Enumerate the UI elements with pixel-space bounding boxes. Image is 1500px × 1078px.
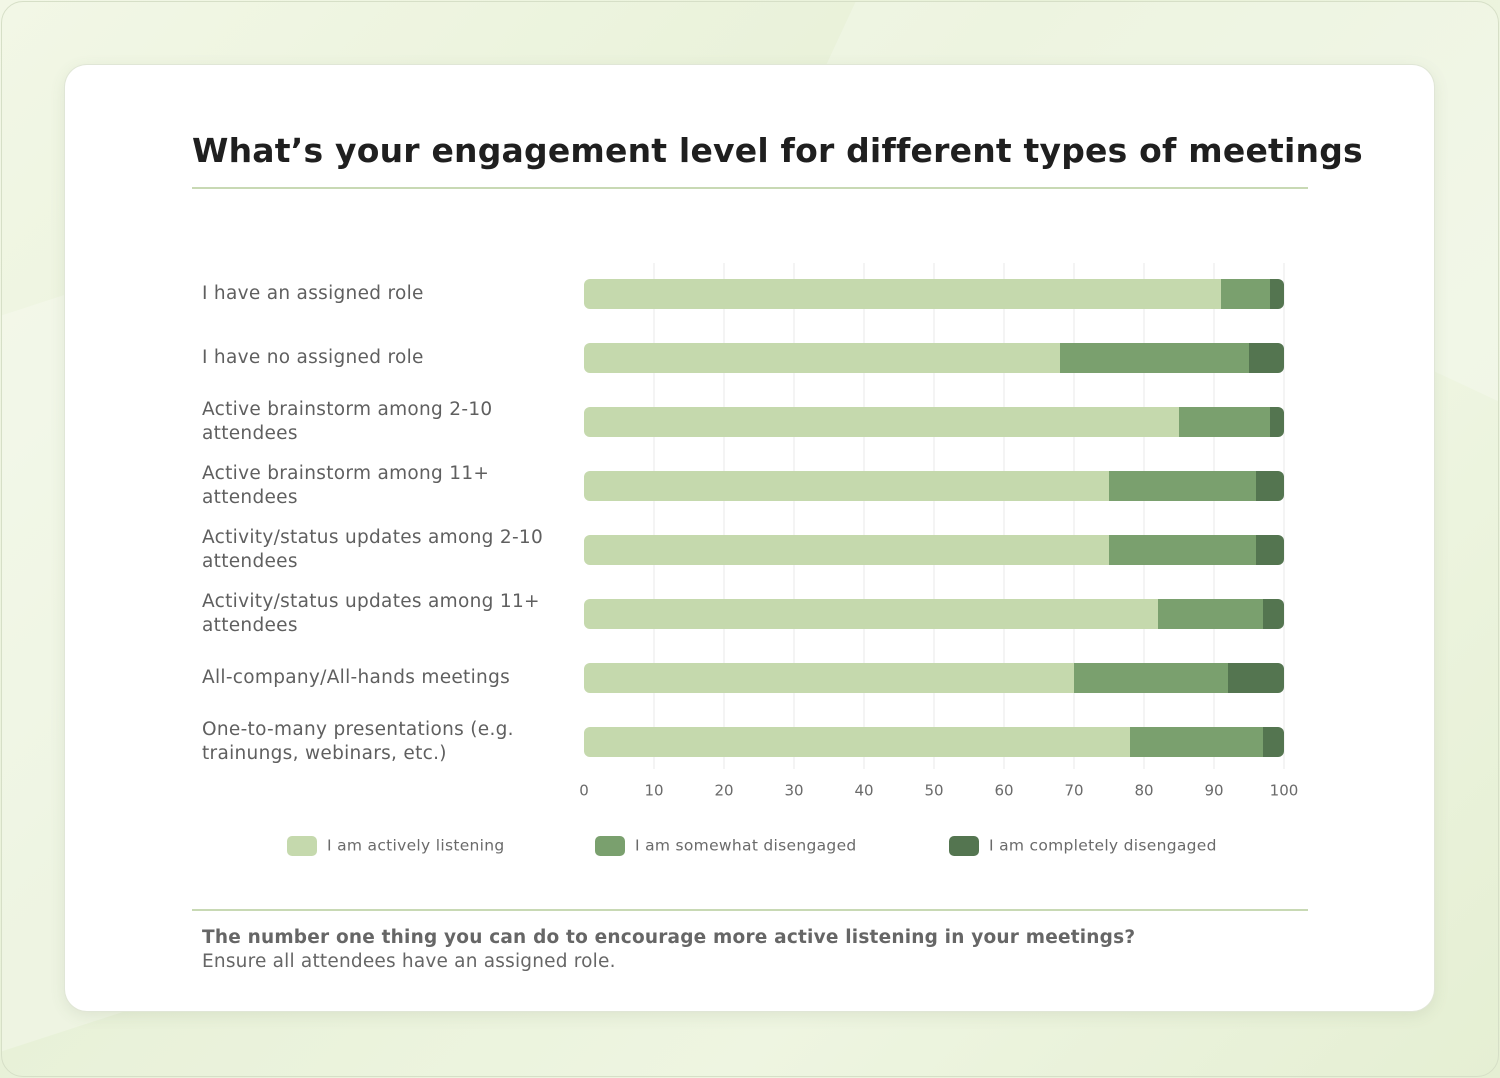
bar-segment-2 <box>1270 279 1284 309</box>
legend-swatch <box>287 836 317 856</box>
x-tick-label: 90 <box>1204 782 1223 800</box>
footer-answer: Ensure all attendees have an assigned ro… <box>202 951 616 972</box>
bar-segment-2 <box>1263 727 1284 757</box>
bar-segment-2 <box>1228 663 1284 693</box>
bar-segment-cap <box>1052 343 1060 373</box>
bar-segment-1 <box>1074 663 1228 693</box>
legend-label: I am somewhat disengaged <box>635 837 857 855</box>
bar-segment-0 <box>584 663 1074 693</box>
bar-segment-1 <box>1179 407 1270 437</box>
chart-grid <box>653 263 1285 769</box>
bar-segment-0 <box>584 407 1179 437</box>
bar-segment-cap <box>1241 343 1249 373</box>
category-label: I have an assigned role <box>202 283 424 304</box>
bar-segment-cap <box>1248 471 1256 501</box>
stacked-bar-row <box>584 599 1284 629</box>
x-tick-label: 10 <box>644 782 663 800</box>
bar-segment-0 <box>584 599 1158 629</box>
stacked-bar-row <box>584 535 1284 565</box>
bar-segment-0 <box>584 535 1109 565</box>
x-axis-ticks: 0 10 20 30 40 50 60 70 80 90 100 <box>579 782 1298 800</box>
bar-segment-cap <box>1213 279 1221 309</box>
footer-note: The number one thing you can do to encou… <box>202 926 1302 974</box>
stacked-bar-row <box>584 343 1284 373</box>
bar-segment-cap <box>1150 599 1158 629</box>
bar-segment-0 <box>584 727 1130 757</box>
bar-segment-1 <box>1158 599 1263 629</box>
bar-segment-cap <box>1248 535 1256 565</box>
category-label: attendees <box>202 487 298 508</box>
survey-card: What’s your engagement level for differe… <box>65 65 1434 1011</box>
chart-bars <box>584 279 1284 757</box>
category-label: One-to-many presentations (e.g. <box>202 719 514 740</box>
bar-segment-cap <box>1066 663 1074 693</box>
bar-segment-1 <box>1060 343 1249 373</box>
bar-segment-cap <box>1171 407 1179 437</box>
bar-segment-cap <box>1262 407 1270 437</box>
x-tick-label: 50 <box>924 782 943 800</box>
bar-segment-2 <box>1256 535 1284 565</box>
x-tick-label: 100 <box>1270 782 1299 800</box>
x-tick-label: 60 <box>994 782 1013 800</box>
bar-segment-cap <box>1262 279 1270 309</box>
bar-segment-cap <box>1255 727 1263 757</box>
category-label: All-company/All-hands meetings <box>202 667 510 688</box>
category-label: Activity/status updates among 11+ <box>202 591 540 612</box>
category-label: Active brainstorm among 2-10 <box>202 399 492 420</box>
category-label: Active brainstorm among 11+ <box>202 463 489 484</box>
x-tick-label: 0 <box>579 782 589 800</box>
page-title: What’s your engagement level for differe… <box>192 131 1363 170</box>
category-label: attendees <box>202 615 298 636</box>
stacked-bar-row <box>584 727 1284 757</box>
bar-segment-1 <box>1109 471 1256 501</box>
stacked-bar-row <box>584 663 1284 693</box>
stacked-bar-row <box>584 407 1284 437</box>
footer-divider <box>192 909 1308 911</box>
bar-segment-cap <box>1255 599 1263 629</box>
category-label: trainungs, webinars, etc.) <box>202 743 447 764</box>
bar-segment-0 <box>584 471 1109 501</box>
bar-segment-2 <box>1270 407 1284 437</box>
bar-segment-2 <box>1249 343 1284 373</box>
bar-segment-cap <box>1101 471 1109 501</box>
bar-segment-2 <box>1263 599 1284 629</box>
title-divider <box>192 187 1308 189</box>
category-label: I have no assigned role <box>202 347 424 368</box>
bar-segment-cap <box>1122 727 1130 757</box>
chart-legend: I am actively listening I am somewhat dis… <box>287 836 1217 856</box>
bar-segment-1 <box>1221 279 1270 309</box>
x-tick-label: 20 <box>714 782 733 800</box>
engagement-chart: I have an assigned role I have no assigne… <box>202 263 1298 856</box>
legend-swatch <box>949 836 979 856</box>
category-label: attendees <box>202 423 298 444</box>
category-label: Activity/status updates among 2-10 <box>202 527 543 548</box>
bar-segment-2 <box>1256 471 1284 501</box>
legend-label: I am completely disengaged <box>989 837 1217 855</box>
bar-segment-cap <box>1101 535 1109 565</box>
x-tick-label: 40 <box>854 782 873 800</box>
stacked-bar-row <box>584 471 1284 501</box>
bar-segment-0 <box>584 279 1221 309</box>
x-tick-label: 30 <box>784 782 803 800</box>
category-label: attendees <box>202 551 298 572</box>
bar-segment-1 <box>1109 535 1256 565</box>
bar-segment-1 <box>1130 727 1263 757</box>
legend-swatch <box>595 836 625 856</box>
footer-question: The number one thing you can do to encou… <box>202 927 1136 948</box>
stacked-bar-row <box>584 279 1284 309</box>
x-tick-label: 80 <box>1134 782 1153 800</box>
x-tick-label: 70 <box>1064 782 1083 800</box>
legend-label: I am actively listening <box>327 837 505 855</box>
category-labels: I have an assigned role I have no assigne… <box>202 283 543 764</box>
bar-segment-cap <box>1220 663 1228 693</box>
bar-segment-0 <box>584 343 1060 373</box>
